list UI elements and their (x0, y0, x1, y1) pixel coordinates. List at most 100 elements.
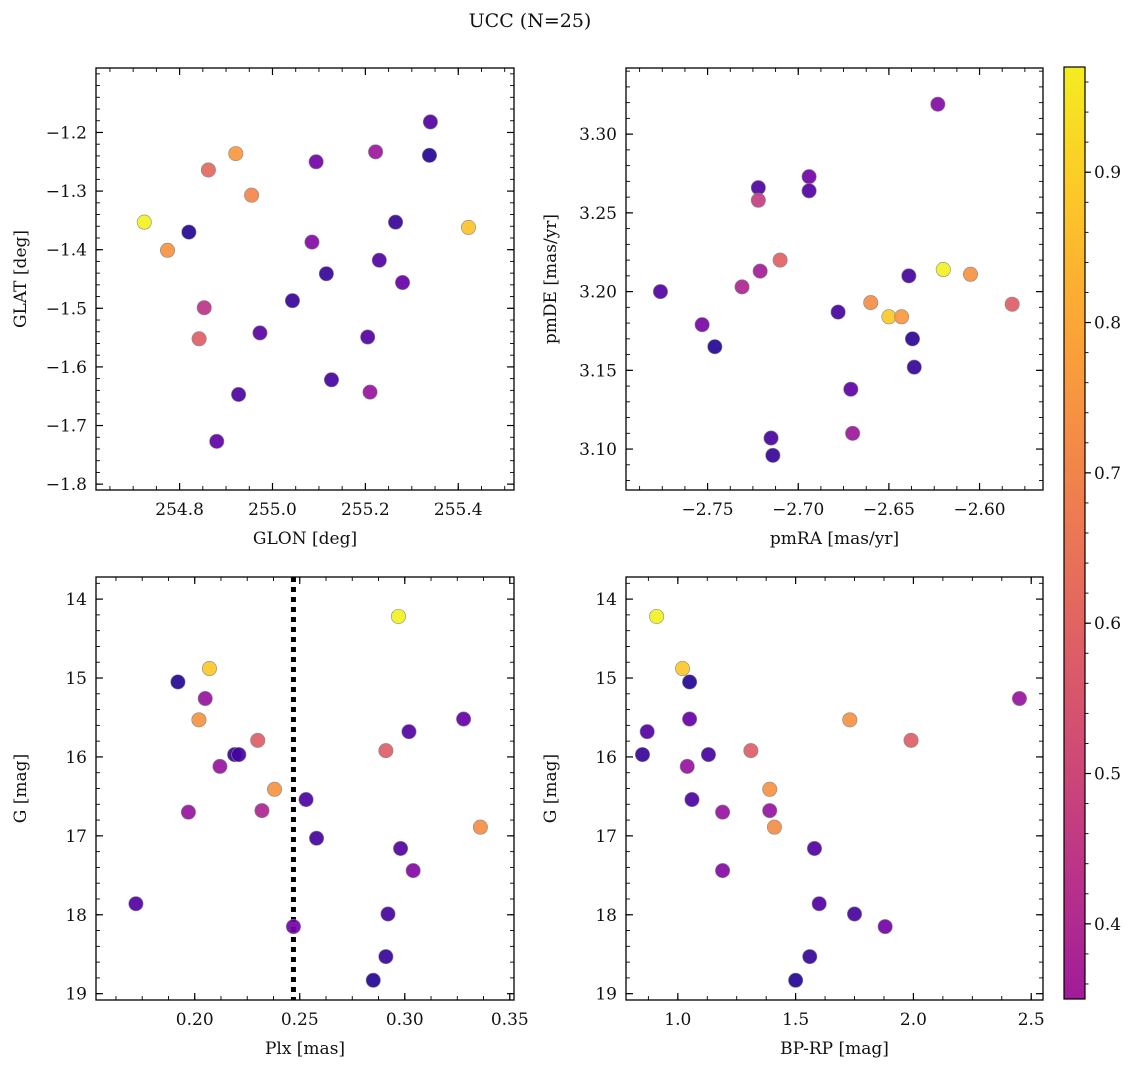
x-tick-label: 255.4 (434, 500, 483, 520)
data-point (231, 747, 247, 763)
data-point (378, 743, 394, 759)
data-point (842, 712, 858, 728)
x-tick-label: 1.0 (664, 1010, 691, 1030)
data-point (244, 187, 260, 203)
data-point (652, 284, 668, 300)
data-point (700, 747, 716, 763)
data-point (772, 252, 788, 268)
data-point (901, 268, 917, 284)
data-point (252, 325, 268, 341)
data-point (930, 96, 946, 112)
data-point (766, 819, 782, 835)
data-point (765, 447, 781, 463)
data-point (707, 339, 723, 355)
y-axis-label: GLAT [deg] (11, 230, 31, 328)
data-point (811, 896, 827, 912)
y-tick-label: 18 (65, 906, 87, 926)
data-point (209, 433, 225, 449)
colorbar-tick-label: 0.5 (1094, 765, 1121, 785)
colorbar-tick-label: 0.9 (1094, 163, 1121, 183)
data-point (180, 804, 196, 820)
colorbar-tick-label: 0.8 (1094, 314, 1121, 334)
x-tick-label: −2.70 (772, 500, 824, 520)
data-point (212, 758, 228, 774)
data-point (250, 732, 266, 748)
data-point (421, 147, 437, 163)
data-point (679, 758, 695, 774)
data-point (694, 317, 710, 333)
x-tick-label: 0.20 (176, 1010, 214, 1030)
data-point (378, 949, 394, 965)
y-axis-label: pmDE [mas/yr] (541, 214, 561, 344)
data-point (845, 425, 861, 441)
axes-frame (625, 67, 1044, 491)
data-point (395, 275, 411, 291)
data-point (639, 724, 655, 740)
y-tick-label: −1.7 (46, 417, 87, 437)
panel-pmra-pmde: −2.75 −2.70 −2.65 −2.60 3.10 3.15 3.20 3.25 3.30… (541, 67, 1044, 549)
x-tick-label: 254.8 (155, 500, 204, 520)
data-point (788, 972, 804, 988)
data-point (906, 359, 922, 375)
colorbar-gradient (1063, 66, 1086, 1000)
data-point (750, 192, 766, 208)
y-tick-label: −1.2 (46, 123, 87, 143)
data-point (715, 804, 731, 820)
data-point (847, 906, 863, 922)
y-tick-label: 3.30 (579, 125, 617, 145)
colorbar-tick-label: 0.4 (1094, 915, 1121, 935)
data-point (318, 266, 334, 282)
data-point (284, 293, 300, 309)
data-point (682, 674, 698, 690)
data-point (231, 386, 247, 402)
colorbar: 0.4 0.5 0.6 0.7 0.8 0.9 (1063, 66, 1121, 1000)
data-point (904, 331, 920, 347)
data-point (191, 712, 207, 728)
data-point (801, 169, 817, 185)
y-tick-label: 15 (65, 669, 87, 689)
data-point (752, 263, 768, 279)
x-tick-label: −2.60 (953, 500, 1005, 520)
data-point (684, 792, 700, 808)
data-point (181, 224, 197, 240)
y-tick-label: 19 (65, 985, 87, 1005)
data-point (763, 430, 779, 446)
data-point (460, 219, 476, 235)
data-point (380, 906, 396, 922)
y-tick-label: −1.5 (46, 299, 87, 319)
data-point (201, 661, 217, 677)
data-point (405, 863, 421, 879)
data-point (365, 972, 381, 988)
data-point (362, 384, 378, 400)
x-tick-label: 2.5 (1018, 1010, 1045, 1030)
x-axis-label: pmRA [mas/yr] (770, 529, 899, 549)
data-point (160, 242, 176, 258)
y-tick-label: 14 (65, 590, 87, 610)
data-point (801, 183, 817, 199)
data-point (304, 234, 320, 250)
axes-frame (625, 576, 1044, 1001)
data-point (267, 781, 283, 797)
panel-plx-g: 0.20 0.25 0.30 0.35 14 15 16 17 18 19 Plx [mas] G [… (11, 576, 529, 1059)
data-point (128, 896, 144, 912)
data-point (401, 724, 417, 740)
x-tick-label: 1.5 (782, 1010, 809, 1030)
y-tick-label: 16 (595, 748, 617, 768)
data-point (393, 840, 409, 856)
x-tick-label: −2.65 (863, 500, 915, 520)
y-tick-label: 19 (595, 985, 617, 1005)
data-point (472, 819, 488, 835)
x-tick-label: −2.75 (682, 500, 734, 520)
data-point (634, 747, 650, 763)
x-tick-label: 255.2 (341, 500, 390, 520)
data-point (750, 180, 766, 196)
data-point (649, 608, 665, 624)
data-point (170, 674, 186, 690)
data-point (368, 144, 384, 160)
data-point (962, 266, 978, 282)
data-point (935, 262, 951, 278)
y-tick-label: 3.10 (579, 440, 617, 460)
data-point (877, 919, 893, 935)
data-point (894, 309, 910, 325)
y-tick-label: 18 (595, 906, 617, 926)
